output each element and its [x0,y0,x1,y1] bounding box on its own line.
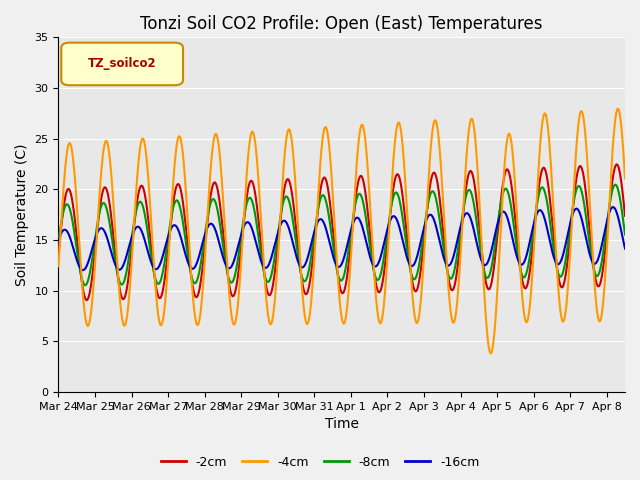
FancyBboxPatch shape [61,43,183,85]
Title: Tonzi Soil CO2 Profile: Open (East) Temperatures: Tonzi Soil CO2 Profile: Open (East) Temp… [140,15,543,33]
X-axis label: Time: Time [324,418,358,432]
Text: TZ_soilco2: TZ_soilco2 [88,58,156,71]
Y-axis label: Soil Temperature (C): Soil Temperature (C) [15,144,29,286]
Legend: -2cm, -4cm, -8cm, -16cm: -2cm, -4cm, -8cm, -16cm [156,451,484,474]
